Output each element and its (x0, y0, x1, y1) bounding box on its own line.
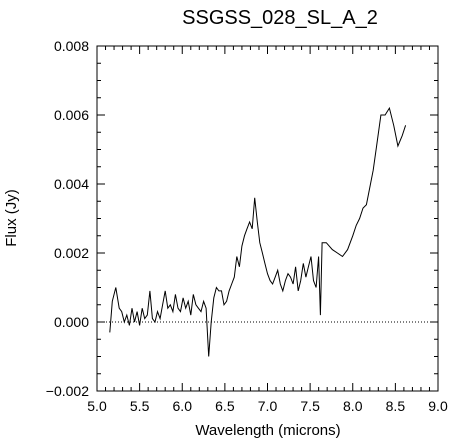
x-tick-label: 9.0 (428, 398, 448, 414)
y-axis: −0.002 0.000 0.002 0.004 0.006 0.008 (46, 38, 438, 399)
y-tick-label: 0.004 (54, 176, 89, 192)
plot-frame (96, 45, 439, 392)
x-tick-label: 8.0 (343, 398, 363, 414)
x-tick-label: 5.0 (87, 398, 107, 414)
x-tick-label: 7.0 (258, 398, 278, 414)
x-tick-label: 8.5 (386, 398, 406, 414)
x-tick-label: 6.0 (173, 398, 193, 414)
y-tick-label: 0.006 (54, 107, 89, 123)
series-line (109, 106, 407, 357)
y-tick-label: 0.008 (54, 38, 89, 54)
y-tick-label: −0.002 (46, 383, 89, 399)
y-tick-label: 0.000 (54, 314, 89, 330)
x-tick-label: 6.5 (215, 398, 235, 414)
x-axis-label: Wavelength (microns) (195, 422, 340, 439)
y-axis-label: Flux (Jy) (3, 189, 20, 247)
x-tick-label: 5.5 (130, 398, 150, 414)
y-tick-label: 0.002 (54, 245, 89, 261)
chart-title: SSGSS_028_SL_A_2 (182, 7, 378, 29)
x-tick-label: 7.5 (300, 398, 320, 414)
x-axis: 5.0 5.5 6.0 6.5 7.0 7.5 8.0 8.5 9.0 (87, 46, 448, 414)
